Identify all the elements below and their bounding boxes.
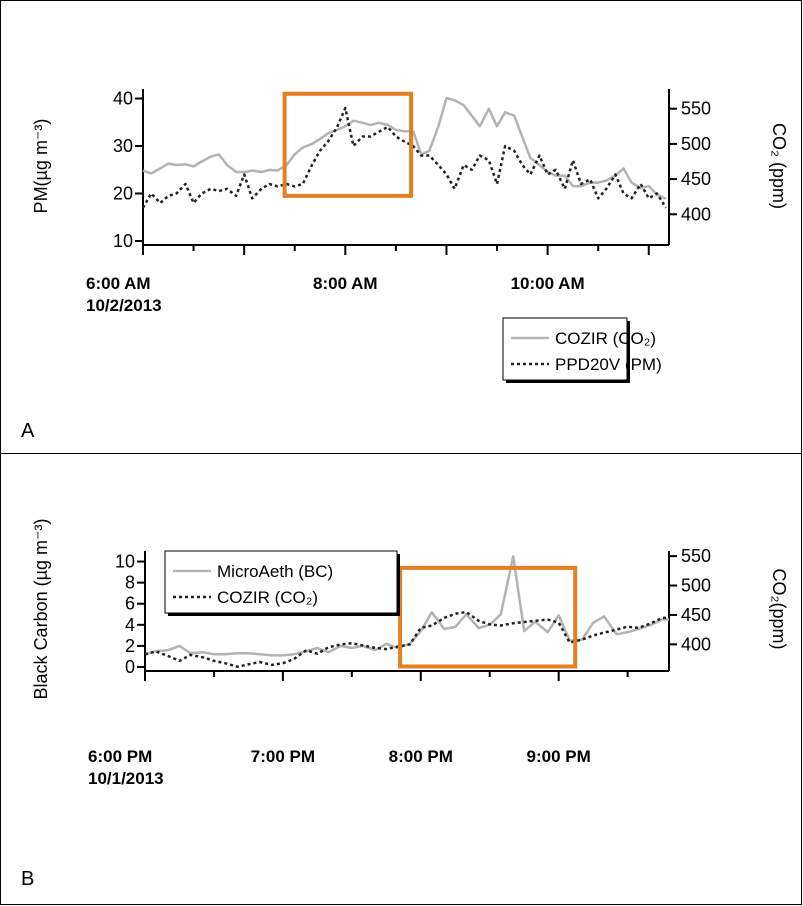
- y-tick-label: 30: [113, 136, 133, 156]
- x-tick-label: 9:00 PM: [527, 747, 591, 766]
- legend-label-0: MicroAeth (BC): [217, 562, 333, 581]
- y2-tick-label: 450: [681, 605, 711, 625]
- x-tick-label: 7:00 PM: [251, 747, 315, 766]
- y-tick-label: 0: [125, 657, 135, 677]
- y-tick-label: 10: [115, 552, 135, 572]
- x-tick-date-label: 10/2/2013: [86, 296, 162, 315]
- y-axis-title: Black Carbon (µg m⁻³): [31, 519, 51, 700]
- y-axis-title: PM(µg m⁻³): [31, 119, 51, 214]
- legend-box: [502, 317, 628, 381]
- x-tick-label: 6:00 AM: [86, 274, 151, 293]
- x-tick-date-label: 10/1/2013: [88, 769, 164, 788]
- series-line-1: [141, 106, 668, 209]
- x-tick-label: 8:00 PM: [389, 747, 453, 766]
- y2-axis-title: CO₂(ppm): [769, 569, 789, 650]
- x-tick-label: 6:00 PM: [88, 747, 152, 766]
- legend-label-1: PPD20V (PM): [555, 355, 662, 374]
- panel-letter: B: [21, 868, 34, 890]
- highlight-box: [398, 565, 578, 669]
- y2-tick-label: 550: [681, 99, 711, 119]
- y-tick-label: 40: [113, 89, 133, 109]
- x-tick-label: 8:00 AM: [313, 274, 378, 293]
- y2-axis-title: CO₂ (ppm): [769, 123, 789, 209]
- series-line-0: [142, 96, 667, 200]
- y2-tick-label: 550: [681, 546, 711, 566]
- legend-label-0: COZIR (CO₂): [555, 329, 656, 348]
- y2-tick-label: 500: [681, 134, 711, 154]
- y-tick-label: 10: [113, 231, 133, 251]
- y-tick-label: 8: [125, 573, 135, 593]
- panel-b: 0 2 4 6 8 10 400 450 500 550 6:00 PM 10/1/2013 7:00 …: [0, 453, 802, 905]
- chart-a: 10 20 30 40 400 450 500 550 6:00 AM 10/2/2013 8:00…: [21, 89, 789, 443]
- y2-tick-label: 400: [681, 204, 711, 224]
- y-tick-label: 20: [113, 184, 133, 204]
- legend-box: [164, 550, 398, 614]
- y-tick-label: 4: [125, 615, 135, 635]
- series-line-1: [144, 610, 669, 668]
- y-tick-label: 2: [125, 636, 135, 656]
- y2-tick-label: 500: [681, 576, 711, 596]
- x-tick-label: 10:00 AM: [511, 274, 585, 293]
- panel-letter: A: [21, 420, 35, 442]
- panel-a: 10 20 30 40 400 450 500 550 6:00 AM 10/2/2013 8:00…: [0, 0, 802, 454]
- y2-tick-label: 450: [681, 169, 711, 189]
- y2-tick-label: 400: [681, 634, 711, 654]
- highlight-box: [282, 91, 414, 198]
- legend-label-1: COZIR (CO₂): [217, 588, 318, 607]
- y-tick-label: 6: [125, 594, 135, 614]
